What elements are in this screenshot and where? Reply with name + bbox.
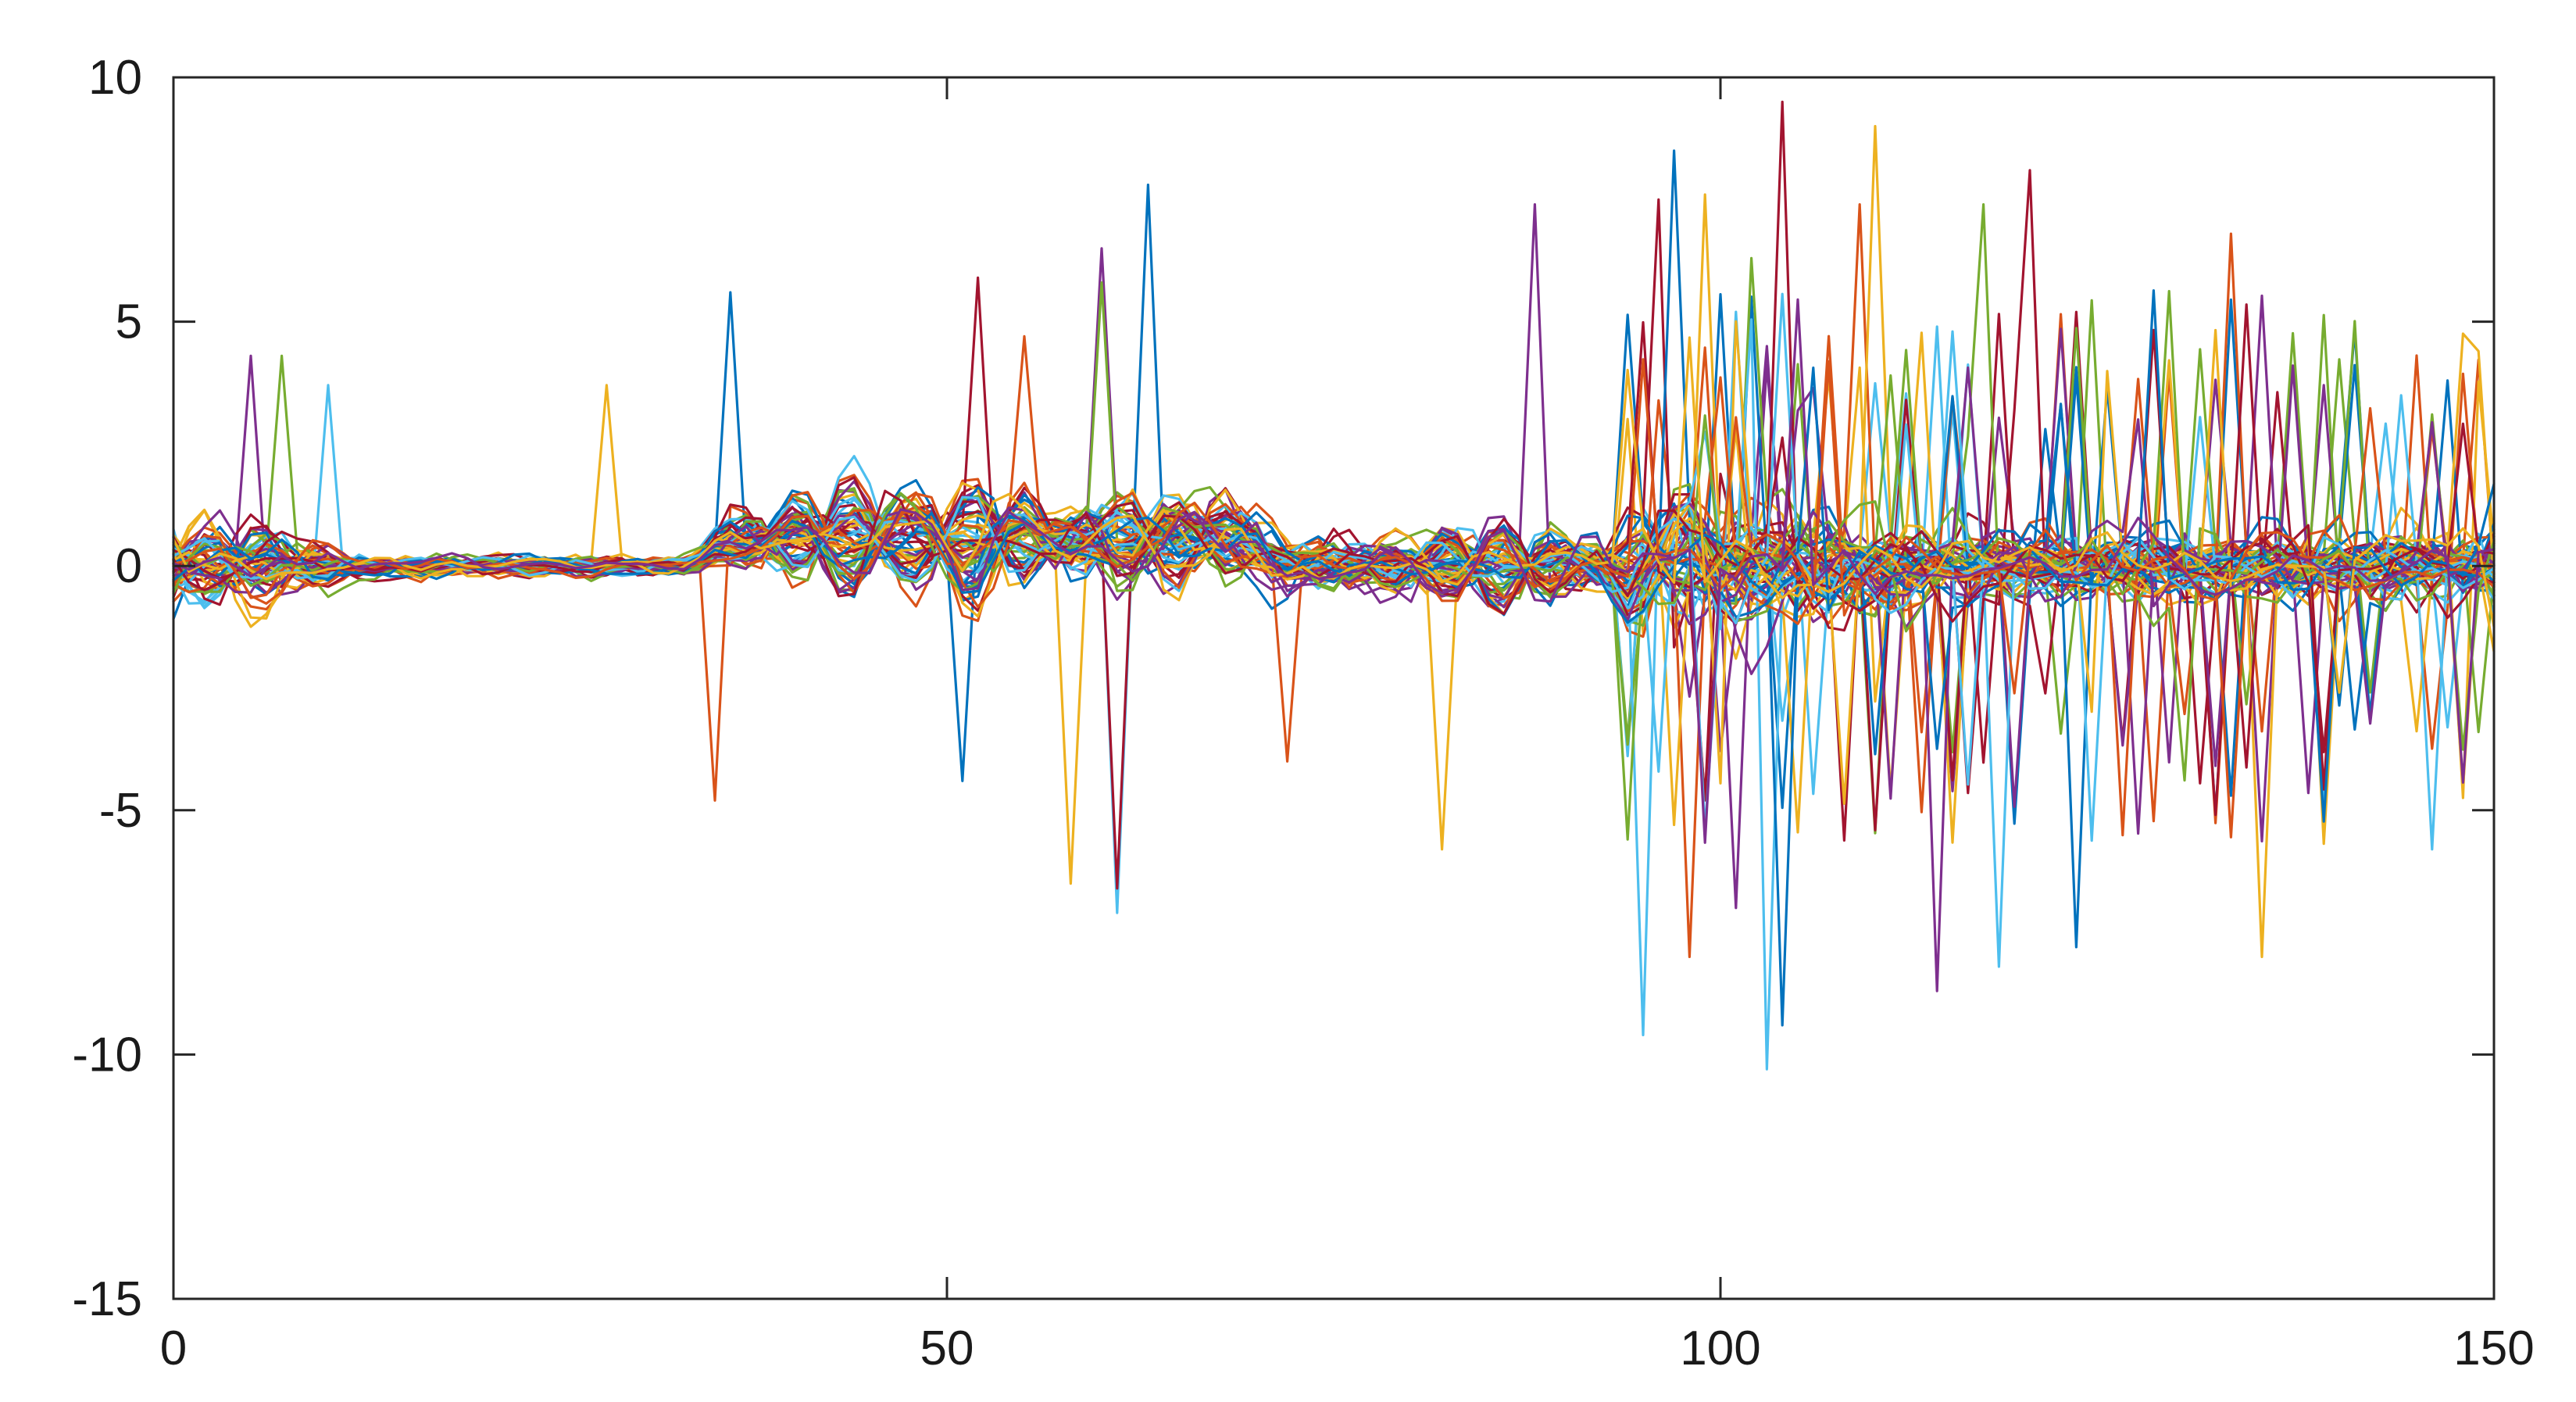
- series-line-58: [172, 358, 2496, 695]
- y-tick-label: -10: [72, 1028, 142, 1082]
- series-line-55: [172, 292, 2496, 832]
- series-line-57: [172, 289, 2496, 707]
- y-tick-label: 5: [116, 295, 142, 349]
- axes-box: [172, 76, 2496, 1300]
- series-group: [172, 100, 2496, 1071]
- x-tick-label: 0: [160, 1322, 187, 1375]
- x-tick-label: 100: [1680, 1322, 1760, 1375]
- series-line-59: [172, 336, 2496, 694]
- x-tick-label: 150: [2453, 1322, 2534, 1375]
- y-tick-label: 10: [88, 51, 142, 105]
- series-line-60: [172, 298, 2496, 844]
- y-tick-label: -5: [99, 784, 142, 838]
- x-tick-label: 50: [920, 1322, 974, 1375]
- y-tick-label: 0: [116, 539, 142, 593]
- y-tick-label: -15: [72, 1272, 142, 1326]
